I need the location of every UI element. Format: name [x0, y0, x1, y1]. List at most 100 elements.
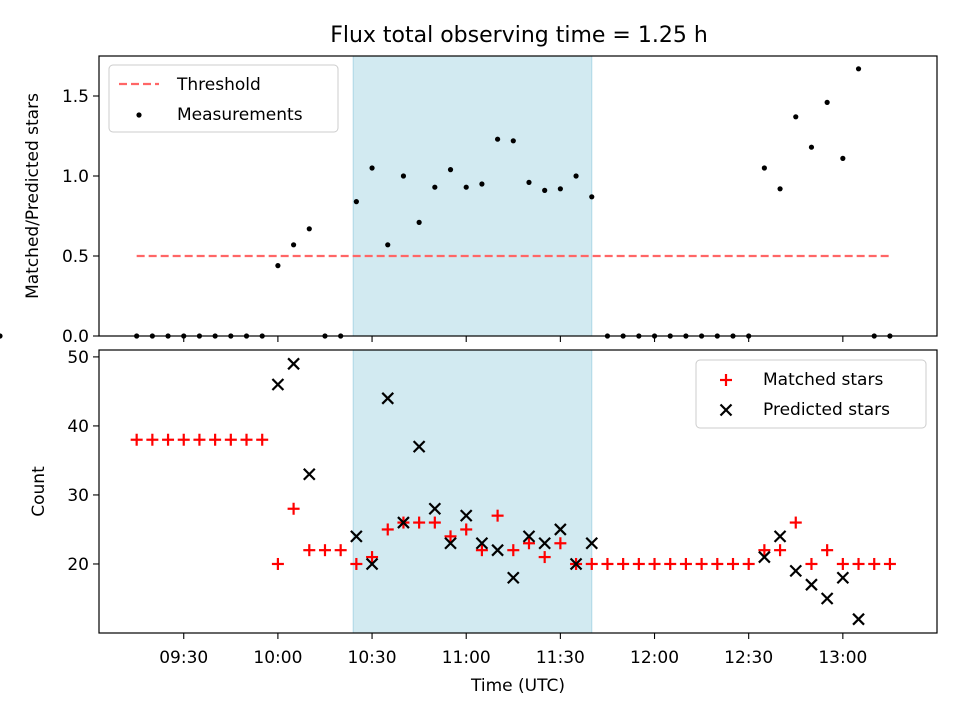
- bottom-y-tick-label: 50: [67, 348, 89, 368]
- cross-b: [789, 564, 803, 578]
- predicted-point: [569, 557, 583, 571]
- top-highlight-span: [352, 55, 593, 337]
- matched-point: [256, 433, 269, 446]
- cross-b: [381, 392, 395, 405]
- bottom-panel: 20 30 40 50 09:30 10:00 10:30 11:00 11:30 12:00 1…: [29, 348, 938, 696]
- matched-point: [711, 557, 724, 570]
- x-tick-label: 13:00: [818, 648, 867, 668]
- matched-point: [664, 557, 677, 570]
- matched-point: [162, 433, 175, 446]
- matched-point: [193, 433, 206, 446]
- measurement-point: [557, 186, 563, 192]
- matched-point: [287, 502, 300, 515]
- matched-point: [648, 557, 661, 570]
- measurement-point: [385, 242, 391, 248]
- measurement-point: [432, 184, 438, 190]
- matched-point: [130, 433, 143, 446]
- predicted-point: [365, 557, 379, 571]
- measurement-point: [542, 187, 548, 193]
- bottom-y-ticks: 20 30 40 50: [67, 348, 99, 575]
- bottom-x-ticks: 09:30 10:00 10:30 11:00 11:30 12:00 12:30 13:00: [159, 633, 867, 668]
- bottom-y-tick-label: 20: [67, 555, 89, 575]
- measurement-point: [761, 165, 767, 171]
- cross-b: [365, 557, 379, 571]
- predicted-point: [554, 523, 567, 536]
- matched-point: [209, 433, 222, 446]
- cross-b: [554, 523, 567, 536]
- predicted-point: [836, 571, 850, 585]
- predicted-point: [852, 612, 865, 626]
- predicted-stars-points: [271, 357, 865, 626]
- matched-point: [695, 557, 708, 570]
- cross-b: [507, 571, 520, 585]
- measurement-point: [808, 144, 815, 150]
- matched-point: [475, 544, 488, 557]
- cross-b: [719, 403, 733, 417]
- matched-point: [318, 544, 331, 557]
- cross-b: [412, 440, 426, 453]
- measurement-point: [479, 181, 485, 187]
- x-tick-label: 10:00: [253, 648, 302, 668]
- cross-b: [475, 536, 489, 550]
- matched-point: [758, 544, 771, 557]
- cross-b: [287, 357, 300, 371]
- matched-point: [821, 544, 834, 557]
- measurement-point: [447, 167, 454, 173]
- matched-point: [460, 523, 473, 536]
- matched-point: [381, 523, 394, 536]
- predicted-point: [381, 392, 395, 405]
- matched-point: [868, 557, 881, 570]
- x-tick-label: 09:30: [159, 648, 208, 668]
- measurement-point: [400, 173, 407, 179]
- matched-point: [177, 433, 190, 446]
- cross-b: [271, 378, 285, 391]
- cross-b: [428, 502, 442, 516]
- matched-point: [852, 557, 865, 570]
- measurement-point: [353, 199, 359, 205]
- matched-point: [146, 433, 159, 446]
- bottom-y-tick-label: 40: [67, 417, 89, 437]
- cross-b: [852, 612, 865, 626]
- legend-threshold-label: Threshold: [176, 75, 261, 95]
- measurement-point: [369, 165, 375, 171]
- top-y-tick-label: 0.5: [62, 247, 89, 267]
- predicted-point: [789, 564, 803, 578]
- cross-b: [805, 578, 818, 591]
- bottom-legend: Matched stars Predicted stars: [695, 359, 927, 429]
- cross-b: [491, 543, 504, 557]
- measurement-point: [494, 136, 501, 142]
- predicted-point: [428, 502, 442, 516]
- matched-point: [585, 557, 598, 570]
- cross-b: [350, 530, 363, 543]
- cross-b: [585, 536, 599, 550]
- top-panel: 0.0 0.5 1.0 1.5 Matched/Predicted stars Thr…: [0, 55, 938, 347]
- bottom-axes-frame: [98, 349, 938, 634]
- cross-b: [758, 550, 771, 564]
- measurement-point: [573, 173, 579, 179]
- legend-measurements-label: Measurements: [177, 105, 303, 125]
- measurement-point: [0, 333, 3, 339]
- matched-point: [617, 557, 630, 570]
- matched-point: [240, 433, 253, 446]
- predicted-point: [773, 530, 787, 543]
- top-y-axis-label: Matched/Predicted stars: [23, 93, 43, 299]
- matched-point: [334, 544, 347, 557]
- matched-point: [883, 557, 896, 570]
- matched-point: [774, 544, 787, 557]
- matched-point: [726, 557, 739, 570]
- x-tick-label: 11:30: [536, 648, 585, 668]
- predicted-point: [585, 536, 599, 550]
- matched-point: [491, 509, 504, 522]
- predicted-point: [350, 530, 363, 543]
- matched-point: [413, 516, 426, 529]
- x-tick-label: 12:00: [630, 648, 679, 668]
- predicted-point: [444, 536, 457, 550]
- legend-cross: [719, 403, 733, 417]
- matched-point: [444, 530, 457, 543]
- matched-point: [554, 537, 567, 550]
- cross-b: [836, 571, 850, 585]
- x-tick-label: 11:00: [442, 648, 491, 668]
- matched-point: [742, 557, 755, 570]
- measurement-point: [510, 138, 516, 144]
